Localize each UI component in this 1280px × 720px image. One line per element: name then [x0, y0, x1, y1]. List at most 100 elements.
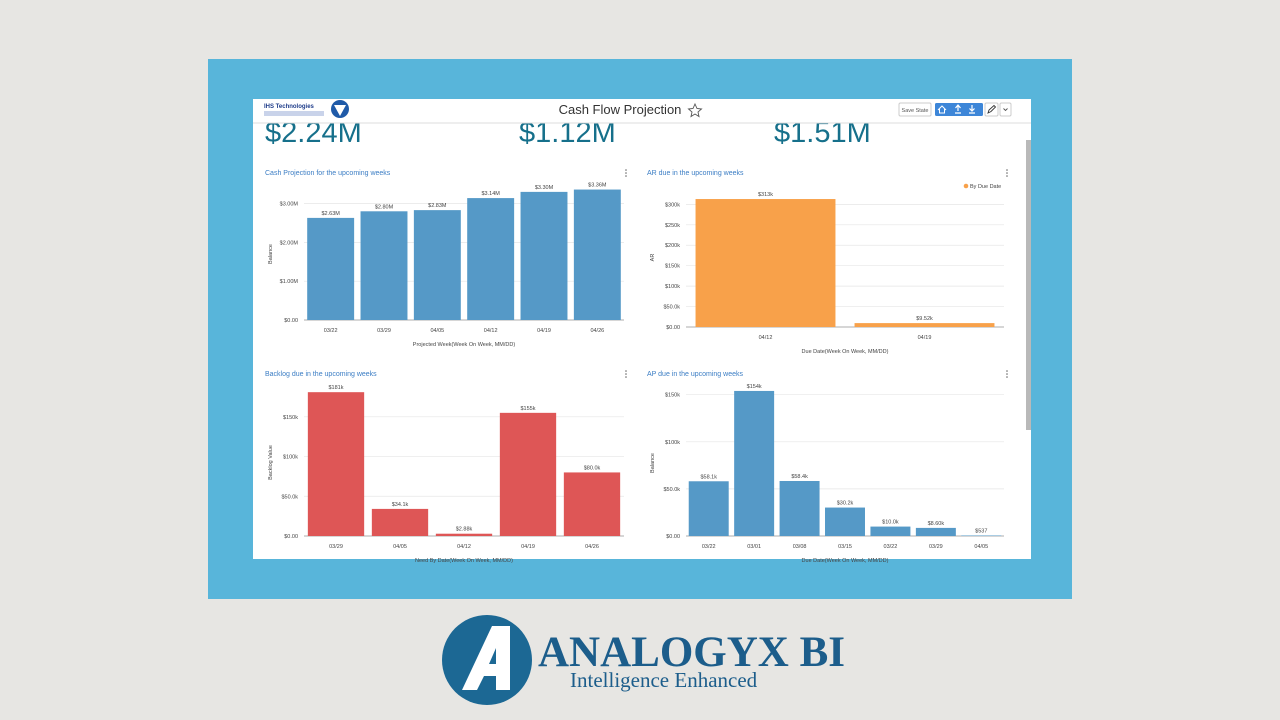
data-label: $154k [747, 384, 762, 390]
data-label: $3.30M [535, 185, 554, 191]
chart-menu-dot[interactable] [1006, 370, 1008, 372]
toolbar-buttons[interactable] [935, 103, 983, 116]
x-axis-label: Need By Date(Week On Week, MM/DD) [415, 558, 513, 564]
bar [467, 198, 515, 320]
data-label: $2.63M [321, 211, 340, 217]
y-tick-label: $2.00M [280, 240, 299, 246]
y-axis-label: Balance [268, 244, 274, 264]
bar [307, 217, 355, 320]
chart-menu-dot[interactable] [1006, 169, 1008, 171]
company-logo: IHS Technologies [264, 104, 315, 110]
chevron-icon [1003, 108, 1008, 112]
x-tick-label: 04/19 [521, 544, 535, 550]
x-axis-label: Due Date(Week On Week, MM/DD) [802, 558, 889, 564]
save-state-button[interactable] [898, 102, 932, 117]
chart-menu-dot[interactable] [625, 169, 627, 171]
chart-menu-dot[interactable] [1006, 376, 1008, 378]
data-label: $34.1k [392, 502, 409, 508]
data-label: $3.36M [588, 183, 607, 189]
x-tick-label: 04/12 [759, 335, 773, 341]
data-label: $3.14M [481, 191, 500, 197]
bar [360, 211, 408, 320]
bar [520, 191, 568, 320]
dashboard [253, 99, 1031, 559]
brand-name: ANALOGYX BI [538, 629, 845, 676]
share-icon[interactable] [955, 104, 961, 114]
bar [688, 481, 729, 536]
x-tick-label: 03/01 [747, 544, 761, 550]
bar [563, 472, 621, 536]
save-state-label: Save State [902, 108, 929, 114]
legend-label: By Due Date [970, 184, 1001, 190]
bar [854, 323, 995, 327]
chart-menu-dot[interactable] [1006, 373, 1008, 375]
x-tick-label: 03/22 [324, 328, 338, 334]
data-label: $58.4k [791, 474, 808, 480]
dashboard-title: Cash Flow Projection [559, 102, 682, 117]
edit-icon [987, 104, 997, 114]
y-tick-label: $100k [665, 284, 680, 290]
header: IHS Technologies Cash Flow Projection Sa… [253, 99, 1031, 124]
x-tick-label: 04/26 [590, 328, 604, 334]
logo-glyph [334, 105, 346, 116]
download-icon[interactable] [969, 105, 975, 114]
chart-menu-dot[interactable] [625, 175, 627, 177]
chart-panel: AP due in the upcoming weeks $0.00 $50.0k $… [647, 370, 1008, 564]
data-label: $9.52k [916, 316, 933, 322]
data-label: $2.83M [428, 203, 447, 209]
bar [734, 390, 775, 536]
data-label: $2.80M [375, 204, 394, 210]
home-icon[interactable] [937, 105, 947, 114]
x-tick-label: 04/19 [537, 328, 551, 334]
y-tick-label: $0.00 [666, 325, 680, 331]
more-button[interactable] [999, 102, 1012, 117]
bar [307, 392, 365, 536]
y-tick-label: $0.00 [666, 534, 680, 540]
bar [825, 507, 865, 536]
chart-title: Cash Projection for the upcoming weeks [265, 170, 391, 177]
favorite-icon[interactable] [687, 102, 703, 118]
x-tick-label: 03/29 [329, 544, 343, 550]
chart-panel: Backlog due in the upcoming weeks $0.00 $5… [265, 370, 627, 564]
x-tick-label: 03/15 [838, 544, 852, 550]
charts: Cash Projection for the upcoming weeks $0… [265, 169, 1008, 564]
y-axis-label: AR [650, 254, 656, 262]
bar [695, 199, 836, 327]
data-label: $2.88k [456, 527, 473, 533]
data-label: $58.1k [700, 474, 717, 480]
y-tick-label: $250k [665, 223, 680, 229]
y-tick-label: $50.0k [281, 494, 298, 500]
y-tick-label: $0.00 [284, 534, 298, 540]
chart-title: Backlog due in the upcoming weeks [265, 371, 377, 378]
chart-menu-dot[interactable] [625, 370, 627, 372]
x-tick-label: 04/12 [457, 544, 471, 550]
y-tick-label: $50.0k [663, 305, 680, 311]
brand-tagline: Intelligence Enhanced [570, 668, 758, 692]
y-tick-label: $100k [283, 455, 298, 461]
edit-button[interactable] [984, 102, 999, 117]
data-label: $313k [758, 192, 773, 198]
chart-menu-dot[interactable] [625, 373, 627, 375]
data-label: $155k [521, 406, 536, 412]
chart-panel: Cash Projection for the upcoming weeks $0… [265, 169, 627, 348]
chart-menu-dot[interactable] [1006, 175, 1008, 177]
x-tick-label: 04/19 [918, 335, 932, 341]
x-axis-label: Due Date(Week On Week, MM/DD) [802, 349, 889, 355]
bar [435, 533, 493, 536]
data-label: $80.0k [584, 465, 601, 471]
chart-menu-dot[interactable] [1006, 172, 1008, 174]
brand: ANALOGYX BI Intelligence Enhanced [442, 615, 845, 705]
legend-swatch [963, 183, 969, 189]
y-tick-label: $100k [665, 440, 680, 446]
data-label: $30.2k [837, 501, 854, 507]
chart-menu-dot[interactable] [625, 376, 627, 378]
y-tick-label: $200k [665, 243, 680, 249]
chart-title: AR due in the upcoming weeks [647, 170, 744, 177]
data-label: $181k [329, 385, 344, 391]
chart-menu-dot[interactable] [625, 172, 627, 174]
bar [499, 412, 557, 536]
y-tick-label: $1.00M [280, 279, 299, 285]
scrollbar[interactable] [1026, 140, 1031, 430]
